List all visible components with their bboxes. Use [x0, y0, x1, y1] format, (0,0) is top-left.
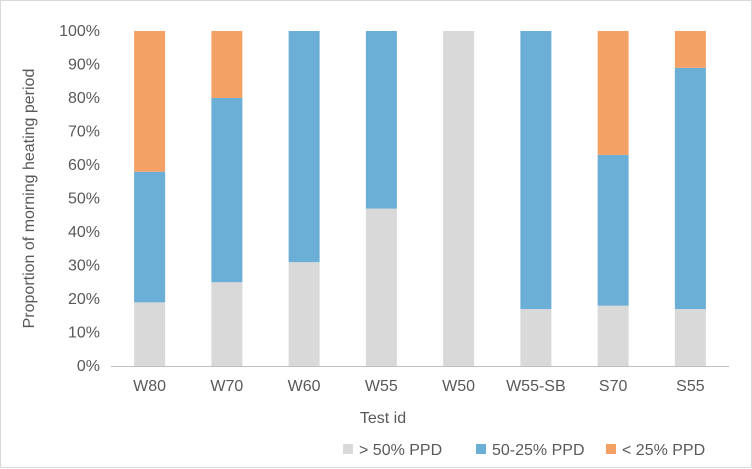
x-tick-label: W80	[133, 378, 166, 395]
bar-segment	[365, 208, 397, 366]
y-tick-label: 70%	[68, 124, 100, 141]
x-tick-label: S55	[676, 378, 705, 395]
y-tick-label: 100%	[59, 23, 100, 40]
x-tick-label: W60	[288, 378, 321, 395]
bar-segment	[365, 31, 397, 209]
y-tick-label: 10%	[68, 325, 100, 342]
y-tick-label: 40%	[68, 224, 100, 241]
x-tick-label: S70	[599, 378, 628, 395]
bar-segment	[597, 305, 629, 366]
bar-segment	[134, 171, 166, 303]
y-tick-labels: 0% 10% 20% 30% 40% 50% 60% 70% 80% 90% 100%	[59, 23, 100, 375]
x-tick-labels: W80 W70 W60 W55 W50 W55-SB S70 S55	[133, 378, 705, 395]
bar-segment	[134, 302, 166, 366]
bar-segment	[597, 154, 629, 306]
bar-segment	[288, 262, 320, 366]
bar-segment	[674, 67, 706, 310]
y-tick-label: 0%	[77, 358, 100, 375]
bar-segment	[520, 31, 552, 310]
legend-label: > 50% PPD	[359, 442, 442, 459]
bar-segment	[134, 31, 166, 172]
bar-segment	[674, 309, 706, 366]
bar-segment	[674, 31, 706, 68]
legend: > 50% PPD 50-25% PPD < 25% PPD	[343, 442, 705, 459]
bar-segment	[520, 309, 552, 366]
x-axis-title: Test id	[360, 410, 406, 427]
bar-segment	[443, 31, 475, 366]
y-tick-label: 30%	[68, 258, 100, 275]
x-tick-label: W50	[442, 378, 475, 395]
x-tick-label: W55-SB	[506, 378, 566, 395]
bar-segment	[211, 282, 243, 366]
legend-swatch	[606, 444, 616, 454]
bar-segment	[597, 31, 629, 155]
bar-segment	[211, 31, 243, 98]
bar-segment	[288, 31, 320, 263]
y-tick-label: 50%	[68, 191, 100, 208]
legend-label: 50-25% PPD	[492, 442, 585, 459]
y-tick-label: 20%	[68, 291, 100, 308]
x-tick-label: W55	[365, 378, 398, 395]
legend-swatch	[343, 444, 353, 454]
bar-series-group	[134, 31, 706, 366]
y-tick-label: 90%	[68, 57, 100, 74]
bar-segment	[211, 98, 243, 283]
x-tick-label: W70	[210, 378, 243, 395]
y-tick-label: 80%	[68, 90, 100, 107]
legend-swatch	[476, 444, 486, 454]
y-tick-label: 60%	[68, 157, 100, 174]
legend-label: < 25% PPD	[622, 442, 705, 459]
y-axis-title: Proportion of morning heating period	[21, 69, 38, 329]
